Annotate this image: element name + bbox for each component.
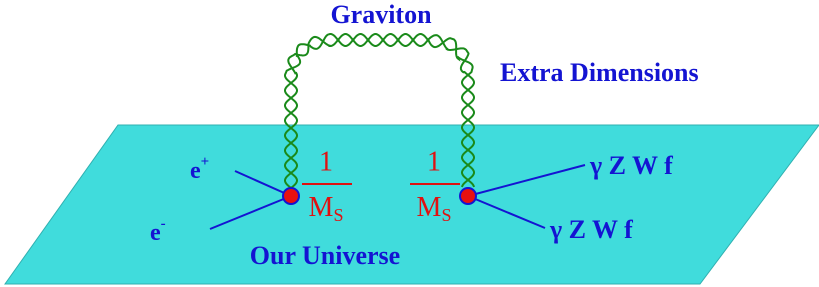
coupling-numerator: 1 — [427, 146, 441, 177]
vertex — [283, 188, 299, 204]
universe-plane — [5, 125, 819, 284]
diagram: Graviton Extra Dimensions Our Universe e… — [0, 0, 819, 287]
outgoing-particles: γ Z W f — [549, 215, 633, 244]
plane-label: Our Universe — [250, 241, 400, 270]
graviton-label: Graviton — [330, 0, 432, 29]
coupling-numerator: 1 — [319, 146, 333, 177]
extra-dimensions-label: Extra Dimensions — [500, 58, 699, 87]
vertex — [460, 188, 476, 204]
outgoing-particles: γ Z W f — [589, 151, 673, 180]
